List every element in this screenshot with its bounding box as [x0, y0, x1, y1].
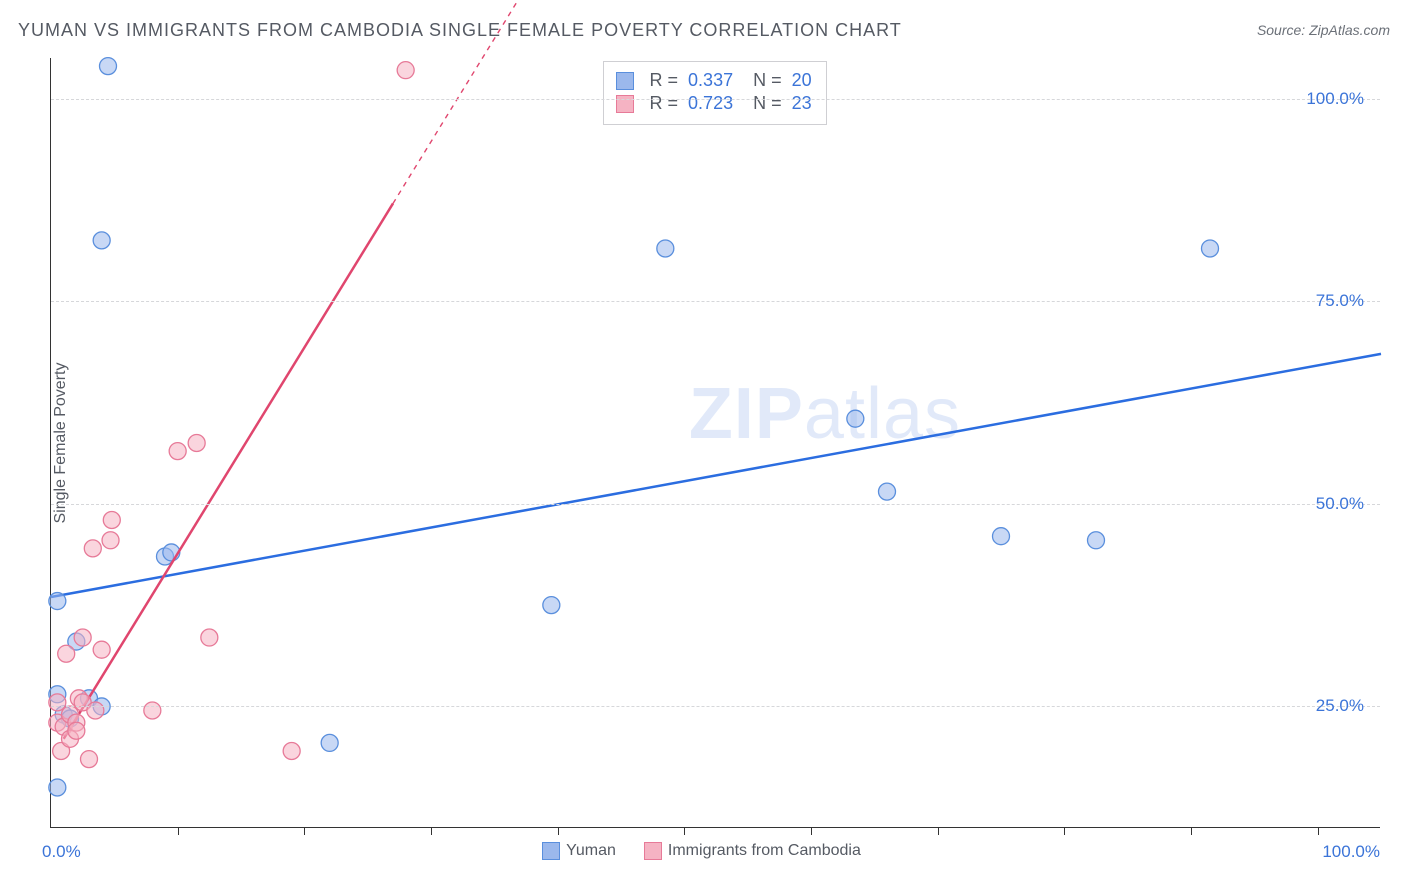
scatter-point	[58, 645, 75, 662]
y-tick-label: 50.0%	[1316, 494, 1364, 514]
legend-item: Immigrants from Cambodia	[644, 842, 861, 859]
scatter-point	[169, 443, 186, 460]
x-tick	[811, 827, 812, 835]
legend-swatch	[616, 95, 634, 113]
scatter-point	[49, 779, 66, 796]
scatter-point	[543, 597, 560, 614]
legend-swatch	[616, 72, 634, 90]
scatter-point	[93, 232, 110, 249]
scatter-point	[201, 629, 218, 646]
gridline-h	[51, 99, 1380, 100]
scatter-point	[283, 743, 300, 760]
gridline-h	[51, 301, 1380, 302]
legend-label: Yuman	[566, 842, 616, 859]
x-tick	[304, 827, 305, 835]
regression-line	[64, 203, 393, 738]
scatter-point	[84, 540, 101, 557]
scatter-point	[847, 410, 864, 427]
x-axis-max-label: 100.0%	[1322, 842, 1380, 862]
scatter-point	[102, 532, 119, 549]
x-tick	[558, 827, 559, 835]
y-tick-label: 25.0%	[1316, 696, 1364, 716]
scatter-point	[397, 62, 414, 79]
scatter-point	[879, 483, 896, 500]
scatter-plot-svg	[51, 58, 1380, 827]
scatter-point	[87, 702, 104, 719]
scatter-point	[1088, 532, 1105, 549]
stats-legend-row: R =0.723N =23	[616, 93, 812, 114]
scatter-point	[74, 629, 91, 646]
stats-legend-row: R =0.337N =20	[616, 70, 812, 91]
scatter-point	[81, 751, 98, 768]
scatter-point	[49, 593, 66, 610]
x-tick	[178, 827, 179, 835]
scatter-point	[993, 528, 1010, 545]
legend-item: Yuman	[542, 842, 616, 859]
y-tick-label: 100.0%	[1306, 89, 1364, 109]
y-tick-label: 75.0%	[1316, 291, 1364, 311]
legend-label: Immigrants from Cambodia	[668, 842, 861, 859]
x-tick	[431, 827, 432, 835]
scatter-point	[93, 641, 110, 658]
scatter-point	[144, 702, 161, 719]
stats-legend: R =0.337N =20R =0.723N =23	[603, 61, 827, 125]
x-tick	[1064, 827, 1065, 835]
scatter-point	[103, 512, 120, 529]
chart-title: YUMAN VS IMMIGRANTS FROM CAMBODIA SINGLE…	[18, 20, 902, 41]
x-tick	[1318, 827, 1319, 835]
scatter-point	[1202, 240, 1219, 257]
scatter-point	[68, 722, 85, 739]
gridline-h	[51, 706, 1380, 707]
x-tick	[1191, 827, 1192, 835]
series-legend: Yuman Immigrants from Cambodia	[542, 842, 889, 860]
scatter-point	[321, 734, 338, 751]
x-axis-min-label: 0.0%	[42, 842, 81, 862]
scatter-point	[188, 435, 205, 452]
regression-line	[51, 354, 1381, 597]
legend-swatch	[644, 842, 662, 860]
scatter-point	[657, 240, 674, 257]
legend-swatch	[542, 842, 560, 860]
x-tick	[684, 827, 685, 835]
x-tick	[938, 827, 939, 835]
scatter-point	[100, 58, 117, 75]
scatter-plot-area: Single Female Poverty ZIPatlas R =0.337N…	[50, 58, 1380, 828]
gridline-h	[51, 504, 1380, 505]
source-label: Source: ZipAtlas.com	[1257, 22, 1390, 38]
